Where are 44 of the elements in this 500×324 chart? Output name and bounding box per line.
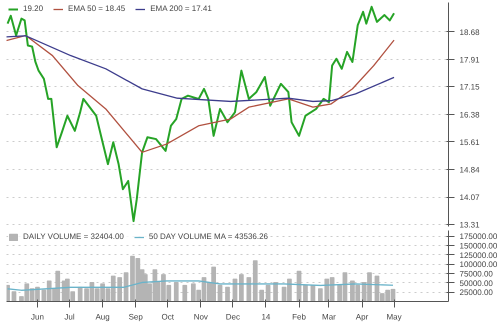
x-tick-label: Aug <box>95 312 110 322</box>
bar <box>55 270 60 302</box>
bar <box>310 284 316 302</box>
legend-label: DAILY VOLUME = 32404.00 <box>23 232 124 241</box>
y-tick-label: 175000.00 <box>460 232 498 242</box>
y-tick-label: 14.84 <box>460 166 480 175</box>
y-tick-label: 75000.00 <box>460 269 494 278</box>
y-tick-label: 13.31 <box>460 220 480 230</box>
bar <box>273 282 278 302</box>
y-tick-label: 125000.00 <box>460 250 498 260</box>
line-series <box>6 6 396 222</box>
bar <box>225 286 230 302</box>
x-tick-label: Sep <box>128 312 144 322</box>
legend-label: EMA 50 = 18.45 <box>68 4 126 13</box>
legend-label: 50 DAY VOLUME MA = 43536.26 <box>148 232 268 241</box>
legend-label: EMA 200 = 17.41 <box>150 4 212 13</box>
bar <box>182 284 188 302</box>
legend-label: 19.20 <box>23 4 44 13</box>
x-tick-label: Nov <box>194 312 208 322</box>
x-tick-label: Apr <box>356 312 369 322</box>
x-tick-label: May <box>386 312 402 322</box>
x-tick-label: Feb <box>292 312 306 322</box>
bar <box>246 277 252 302</box>
y-tick-label: 17.91 <box>460 55 480 64</box>
y-tick-label: 15.61 <box>460 138 480 147</box>
y-tick-label: 17.15 <box>460 82 480 92</box>
line-series <box>6 34 395 153</box>
bar <box>174 282 179 302</box>
x-tick-label: Jul <box>64 312 75 322</box>
x-tick-label: Jun <box>31 312 44 322</box>
x-tick-label: Dec <box>226 312 240 322</box>
y-tick-label: 25000.00 <box>460 288 494 298</box>
y-tick-label: 16.38 <box>460 110 480 120</box>
y-tick-label: 100000.00 <box>460 260 498 270</box>
line-series <box>6 35 395 102</box>
y-tick-label: 14.07 <box>460 193 480 202</box>
bar <box>252 260 258 302</box>
x-tick-label: Oct <box>161 312 175 322</box>
y-tick-label: 18.68 <box>460 28 480 37</box>
y-tick-label: 50000.00 <box>460 278 494 288</box>
x-tick-label: 14 <box>261 312 271 322</box>
line-series <box>6 280 394 291</box>
x-tick-label: Mar <box>322 312 336 322</box>
y-tick-label: 150000.00 <box>460 241 498 250</box>
